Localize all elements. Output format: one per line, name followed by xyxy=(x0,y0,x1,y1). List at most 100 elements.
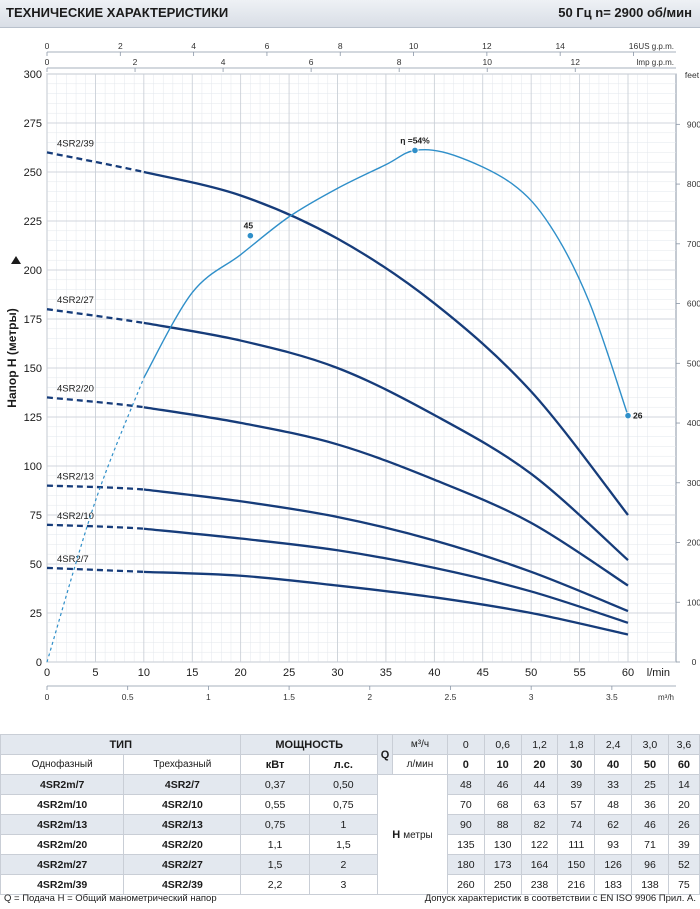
y-tick-label: 50 xyxy=(30,559,42,571)
q-letter: Q xyxy=(377,734,394,775)
q-m3-cell: 0 xyxy=(446,734,485,755)
x-tick-label: 20 xyxy=(235,667,247,679)
feet-tick-label: 500 xyxy=(687,358,700,368)
head-value: 48 xyxy=(594,794,633,815)
power-kw: 2,2 xyxy=(240,874,310,895)
imp-gpm-tick-label: 12 xyxy=(571,57,581,67)
y-tick-label: 250 xyxy=(24,167,42,179)
x-tick-label: 55 xyxy=(573,667,585,679)
y-tick-label: 150 xyxy=(24,363,42,375)
type-header: ТИП xyxy=(0,734,242,755)
imp-gpm-tick-label: 10 xyxy=(482,57,492,67)
m3h-tick-label: 3 xyxy=(529,692,534,702)
table-row: 4SR2m/10 4SR2/10 0,55 0,75 70 68 63 57 4… xyxy=(0,794,700,815)
head-label-cell: H метры xyxy=(377,774,448,895)
q-l-cell: 20 xyxy=(520,754,559,775)
power-hp: 0,75 xyxy=(308,794,379,815)
head-curve-dashed-4sr2-20 xyxy=(46,396,144,409)
header-bar: ТЕХНИЧЕСКИЕ ХАРАКТЕРИСТИКИ 50 Гц n= 2900… xyxy=(0,0,700,28)
m3h-tick-label: 0 xyxy=(45,692,50,702)
head-value: 70 xyxy=(446,794,485,815)
table-row: 4SR2m/27 4SR2/27 1,5 2 180 173 164 150 1… xyxy=(0,854,700,875)
x-tick-label: 50 xyxy=(525,667,537,679)
imp-gpm-tick-label: 6 xyxy=(309,57,314,67)
three-phase-header: Трехфазный xyxy=(123,754,242,775)
head-value: 62 xyxy=(594,814,633,835)
head-curve-4sr2-13 xyxy=(143,488,629,613)
model-single: 4SR2m/10 xyxy=(0,794,125,815)
head-value: 82 xyxy=(520,814,559,835)
imp-gpm-tick-label: 8 xyxy=(397,57,402,67)
feet-tick-label: 700 xyxy=(687,239,700,249)
h-letter: H xyxy=(392,828,401,841)
power-hp: 0,50 xyxy=(308,774,379,795)
model-three: 4SR2/13 xyxy=(123,814,242,835)
m3h-tick-label: 1.5 xyxy=(283,692,295,702)
us-gpm-tick-label: 10 xyxy=(409,41,419,51)
head-value: 93 xyxy=(594,834,633,855)
table-row: 4SR2m/20 4SR2/20 1,1 1,5 135 130 122 111… xyxy=(0,834,700,855)
x-tick-label: 5 xyxy=(92,667,98,679)
head-value: 260 xyxy=(446,874,485,895)
head-value: 126 xyxy=(594,854,633,875)
series-label: 4SR2/20 xyxy=(57,383,94,394)
spec-table: ТИП МОЩНОСТЬ Q м³/ч 0 0,6 1,2 1,8 2,4 3,… xyxy=(0,734,700,895)
head-value: 68 xyxy=(483,794,522,815)
q-m3-cell: 0,6 xyxy=(483,734,522,755)
x-tick-label: 30 xyxy=(331,667,343,679)
power-kw: 0,37 xyxy=(240,774,310,795)
x-tick-label: 0 xyxy=(44,667,50,679)
us-gpm-tick-label: 12 xyxy=(482,41,492,51)
m3h-unit-label: m³/h xyxy=(658,693,674,702)
head-value: 75 xyxy=(667,874,700,895)
m3h-tick-label: 2.5 xyxy=(445,692,457,702)
head-value: 74 xyxy=(557,814,596,835)
head-curve-4sr2-10 xyxy=(143,527,629,624)
feet-tick-label: 100 xyxy=(687,597,700,607)
us-gpm-tick-label: 4 xyxy=(191,41,196,51)
head-value: 122 xyxy=(520,834,559,855)
series-label: 4SR2/10 xyxy=(57,511,94,522)
model-single: 4SR2m/39 xyxy=(0,874,125,895)
kw-header: кВт xyxy=(240,754,310,775)
head-curve-4sr2-7 xyxy=(143,570,629,636)
efficiency-point xyxy=(624,412,632,420)
y-tick-label: 25 xyxy=(30,608,42,620)
feet-tick-label: 300 xyxy=(687,478,700,488)
y-tick-label: 100 xyxy=(24,461,42,473)
series-label: 4SR2/13 xyxy=(57,472,94,483)
head-value: 33 xyxy=(594,774,633,795)
q-unit-l: л/мин xyxy=(392,754,448,775)
imp-gpm-tick-label: 0 xyxy=(45,57,50,67)
head-curve-dashed-4sr2-27 xyxy=(46,308,145,325)
head-curve-4sr2-27 xyxy=(143,321,629,561)
x-tick-label: 15 xyxy=(186,667,198,679)
y-tick-label: 300 xyxy=(24,69,42,81)
head-value: 48 xyxy=(446,774,485,795)
head-curve-dashed-4sr2-13 xyxy=(46,484,144,491)
power-hp: 1 xyxy=(308,814,379,835)
head-value: 26 xyxy=(667,814,700,835)
head-value: 216 xyxy=(557,874,596,895)
model-three: 4SR2/39 xyxy=(123,874,242,895)
feet-tick-label: 0 xyxy=(692,657,697,667)
head-curve-dashed-4sr2-7 xyxy=(46,566,144,573)
efficiency-curve xyxy=(143,149,629,416)
series-label: 4SR2/27 xyxy=(57,295,94,306)
x-tick-label: 60 xyxy=(622,667,634,679)
q-m3-cell: 2,4 xyxy=(594,734,633,755)
efficiency-point-label: η =54% xyxy=(400,135,430,145)
frequency-label: 50 Гц n= 2900 об/мин xyxy=(558,5,692,20)
efficiency-curve-dashed xyxy=(46,377,145,663)
feet-unit-label: feet xyxy=(685,70,700,80)
head-value: 25 xyxy=(631,774,669,795)
head-value: 180 xyxy=(446,854,485,875)
power-kw: 1,5 xyxy=(240,854,310,875)
efficiency-point-label: 26 xyxy=(633,411,643,421)
feet-tick-label: 400 xyxy=(687,418,700,428)
head-curve-dashed-4sr2-39 xyxy=(46,151,145,174)
head-value: 88 xyxy=(483,814,522,835)
h-unit: метры xyxy=(403,829,433,841)
model-three: 4SR2/20 xyxy=(123,834,242,855)
head-value: 138 xyxy=(631,874,669,895)
